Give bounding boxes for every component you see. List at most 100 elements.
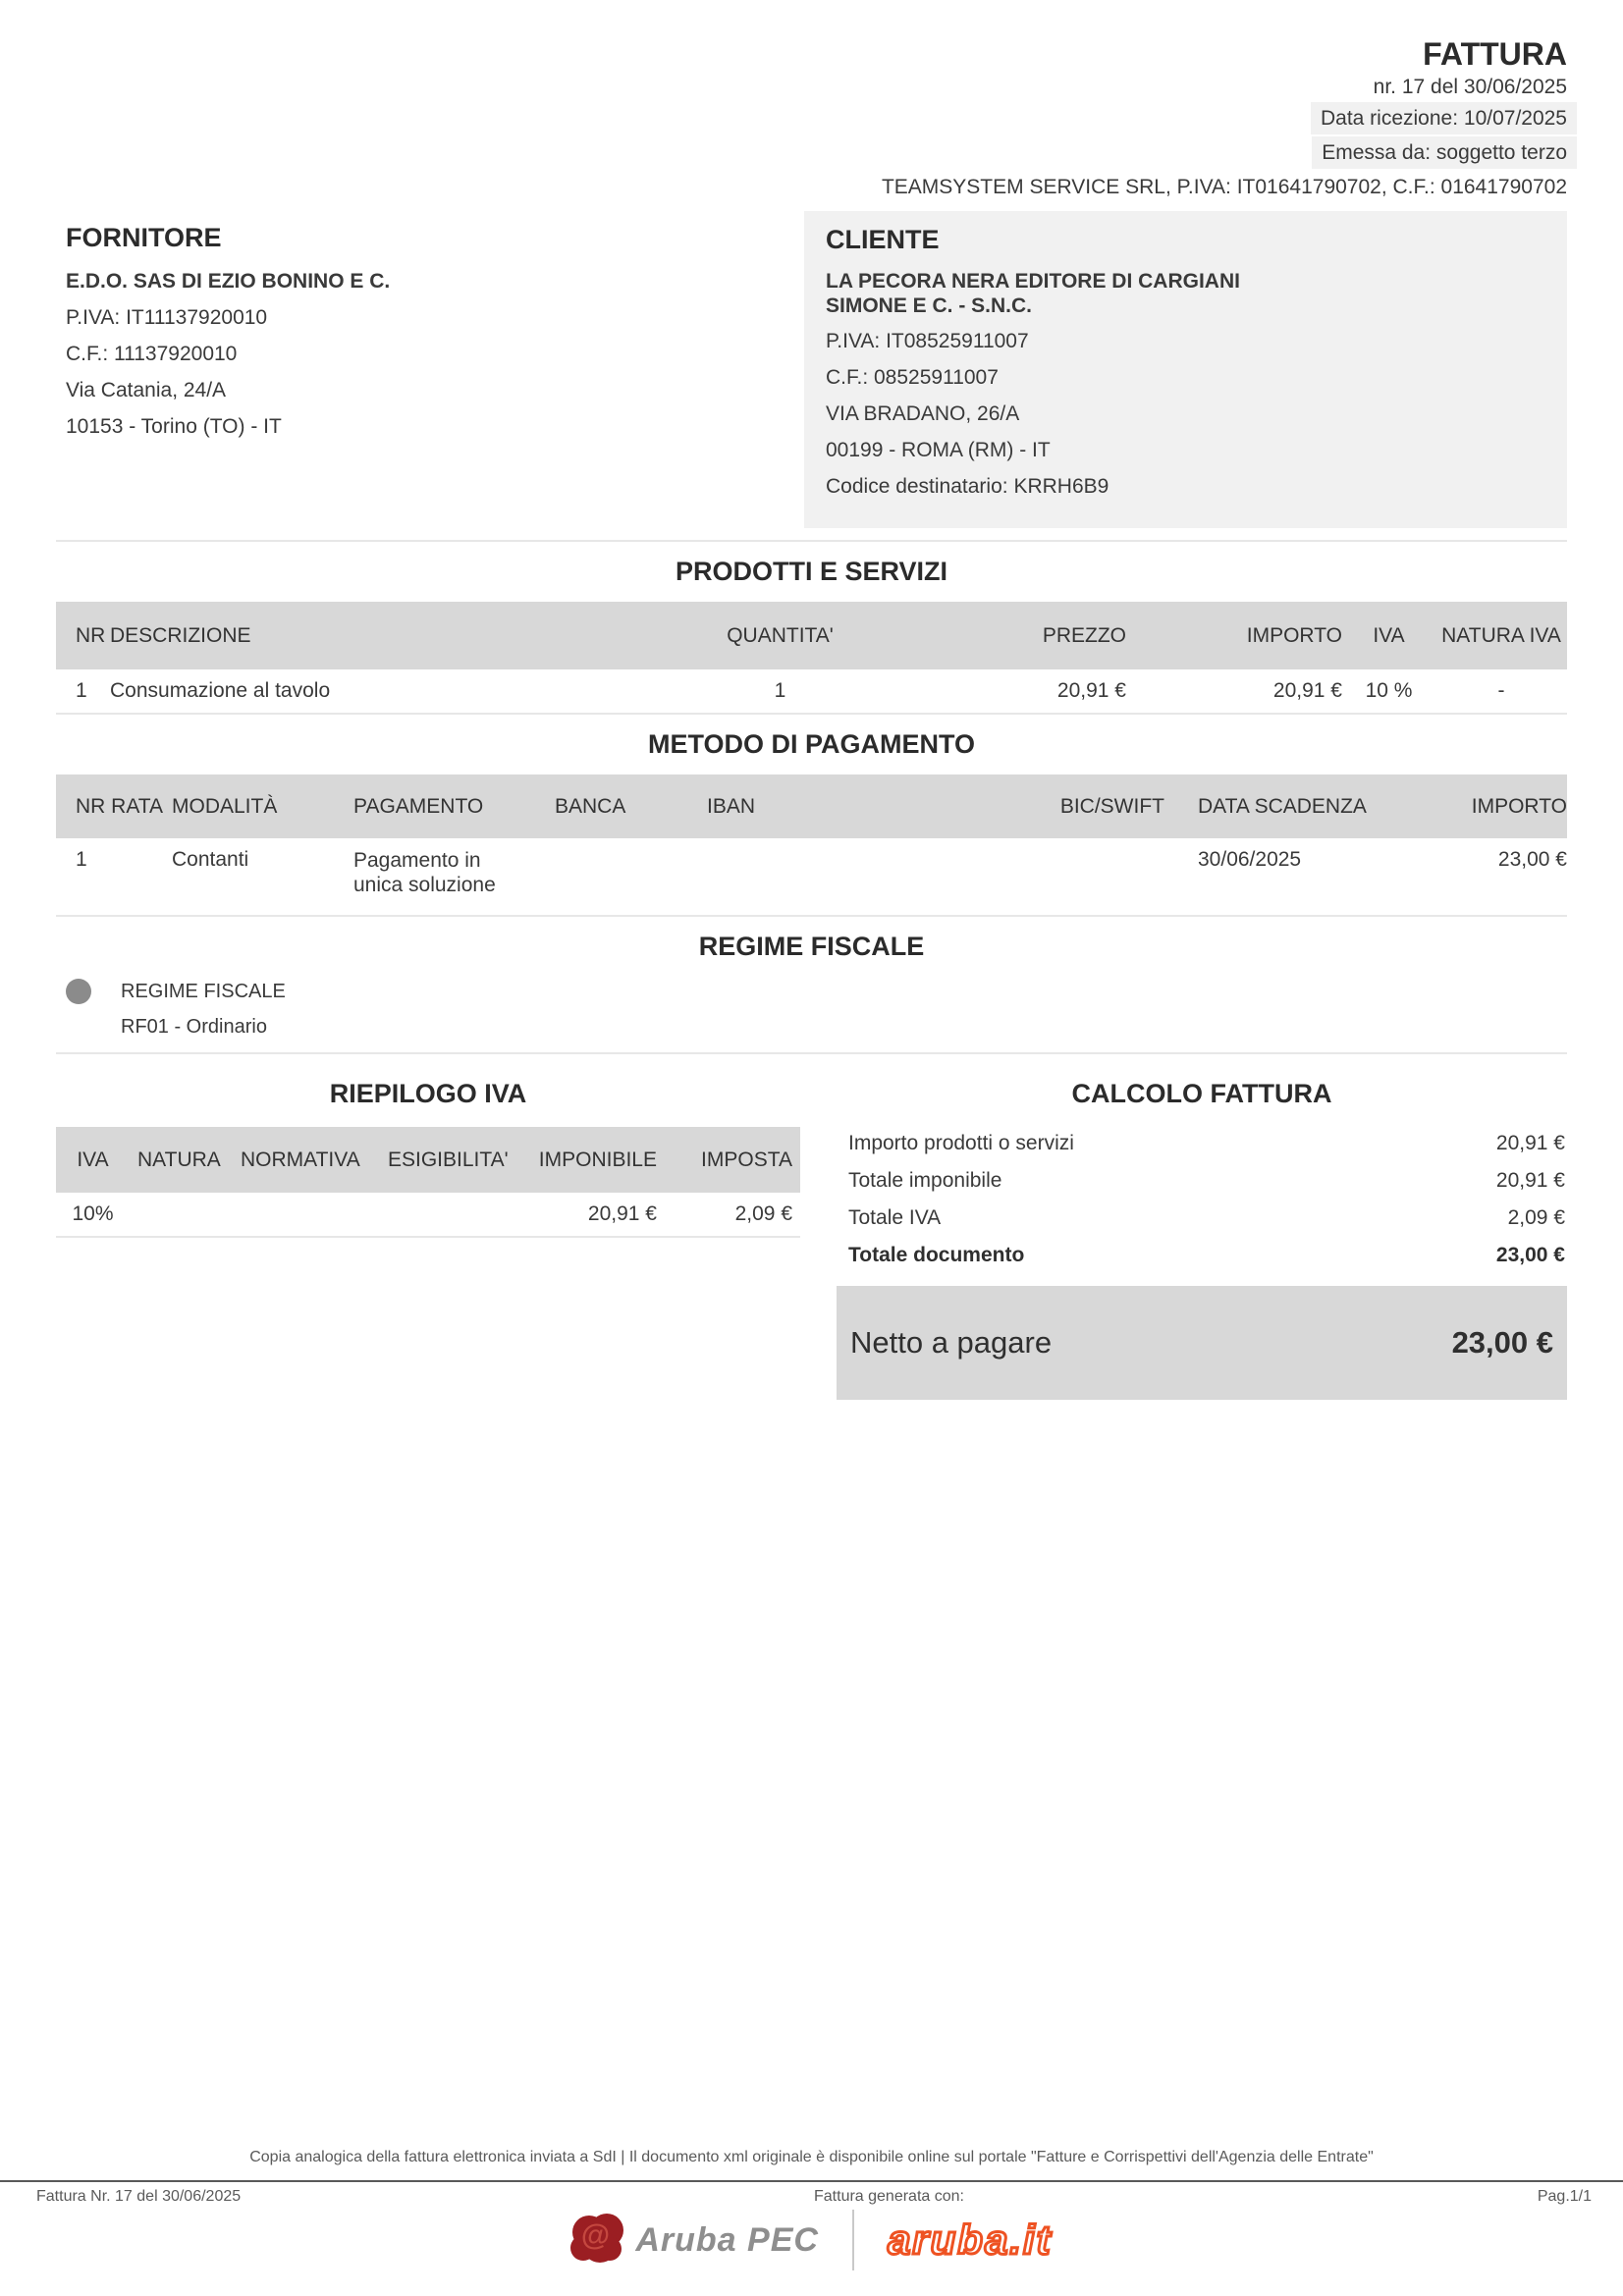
product-descrizione: Consumazione al tavolo bbox=[110, 679, 331, 702]
payment-table-header: NR RATA MODALITÀ PAGAMENTO BANCA IBAN BI… bbox=[56, 774, 1567, 838]
products-header-descrizione: DESCRIZIONE bbox=[110, 623, 251, 647]
product-natura: - bbox=[1497, 679, 1505, 702]
footer-invoice-ref: Fattura Nr. 17 del 30/06/2025 bbox=[36, 2188, 242, 2205]
invoice-calc-heading: CALCOLO FATTURA bbox=[1071, 1079, 1332, 1108]
payment-modalita: Contanti bbox=[172, 848, 249, 871]
regime-value: RF01 - Ordinario bbox=[121, 1016, 267, 1038]
product-importo: 20,91 € bbox=[1272, 679, 1342, 702]
supplier-name: E.D.O. SAS DI EZIO BONINO E C. bbox=[66, 270, 391, 293]
at-icon: @ bbox=[580, 2219, 610, 2252]
aruba-rose-icon: @ bbox=[570, 2212, 625, 2269]
parties-section: FORNITORE E.D.O. SAS DI EZIO BONINO E C.… bbox=[56, 211, 1567, 528]
calc-row-document-total: Totale documento 23,00 € bbox=[837, 1237, 1567, 1274]
customer-address: VIA BRADANO, 26/A bbox=[826, 402, 1020, 425]
totals-section: RIEPILOGO IVA IVA NATURA NORMATIVA ESIGI… bbox=[56, 1078, 1567, 1400]
products-header-quantita: QUANTITA' bbox=[727, 623, 834, 647]
product-nr: 1 bbox=[76, 679, 87, 702]
aruba-pec-logo-text: Aruba PEC bbox=[635, 2220, 819, 2259]
calc-value: 20,91 € bbox=[1495, 1132, 1565, 1154]
payment-header-importo: IMPORTO bbox=[1471, 794, 1567, 818]
invoice-content: FATTURA nr. 17 del 30/06/2025 Data ricez… bbox=[56, 35, 1577, 1400]
products-header-nr: NR bbox=[76, 623, 106, 647]
page-title: FATTURA bbox=[1423, 36, 1567, 72]
customer-name: LA PECORA NERA EDITORE DI CARGIANI SIMON… bbox=[826, 270, 1240, 317]
customer-block: CLIENTE LA PECORA NERA EDITORE DI CARGIA… bbox=[804, 211, 1567, 528]
divider-regime bbox=[56, 1052, 1567, 1054]
payment-importo: 23,00 € bbox=[1497, 848, 1567, 871]
calc-label: Importo prodotti o servizi bbox=[848, 1132, 1074, 1154]
invoice-calc-rows: Importo prodotti o servizi 20,91 € Total… bbox=[837, 1125, 1567, 1274]
calc-row-vat-total: Totale IVA 2,09 € bbox=[837, 1200, 1567, 1237]
supplier-block: FORNITORE E.D.O. SAS DI EZIO BONINO E C.… bbox=[56, 211, 743, 528]
footer-logos: @ Aruba PEC aruba.it bbox=[0, 2210, 1623, 2270]
products-section-heading: PRODOTTI E SERVIZI bbox=[675, 557, 948, 586]
payment-section-heading: METODO DI PAGAMENTO bbox=[647, 729, 976, 759]
payment-pagamento: Pagamento in unica soluzione bbox=[353, 849, 496, 896]
calc-row-products-amount: Importo prodotti o servizi 20,91 € bbox=[837, 1125, 1567, 1162]
vat-imponibile: 20,91 € bbox=[587, 1202, 657, 1225]
payment-header-banca: BANCA bbox=[555, 794, 626, 818]
reception-date-strip: Data ricezione: 10/07/2025 bbox=[1310, 102, 1577, 134]
products-table-header: NR DESCRIZIONE QUANTITA' PREZZO IMPORTO … bbox=[56, 602, 1567, 669]
customer-piva: P.IVA: IT08525911007 bbox=[826, 330, 1029, 352]
supplier-city: 10153 - Torino (TO) - IT bbox=[66, 415, 282, 438]
bullet-icon bbox=[66, 979, 91, 1004]
products-header-iva: IVA bbox=[1373, 623, 1405, 647]
payment-nr-rata: 1 bbox=[76, 848, 87, 871]
payment-data-scadenza: 30/06/2025 bbox=[1198, 848, 1302, 871]
vat-header-natura: NATURA bbox=[137, 1148, 221, 1171]
document-header: FATTURA nr. 17 del 30/06/2025 Data ricez… bbox=[56, 35, 1577, 201]
table-row: 1 Consumazione al tavolo 1 20,91 € 20,91… bbox=[56, 669, 1567, 715]
customer-city: 00199 - ROMA (RM) - IT bbox=[826, 439, 1051, 461]
vat-header-esigibilita: ESIGIBILITA' bbox=[388, 1148, 509, 1171]
footer-generated-with: Fattura generata con: bbox=[814, 2188, 964, 2205]
regime-row: REGIME FISCALE bbox=[66, 979, 1567, 1004]
vat-header-imposta: IMPOSTA bbox=[701, 1148, 792, 1171]
calc-label: Totale IVA bbox=[848, 1206, 942, 1229]
net-to-pay-label: Netto a pagare bbox=[850, 1325, 1053, 1360]
vat-iva: 10% bbox=[72, 1202, 114, 1225]
products-header-natura: NATURA IVA bbox=[1441, 623, 1561, 647]
vat-table-header: IVA NATURA NORMATIVA ESIGIBILITA' IMPONI… bbox=[56, 1127, 800, 1193]
product-quantita: 1 bbox=[774, 679, 786, 702]
divider-parties bbox=[56, 540, 1567, 542]
vat-header-iva: IVA bbox=[77, 1148, 109, 1171]
customer-heading: CLIENTE bbox=[826, 225, 940, 254]
supplier-piva: P.IVA: IT11137920010 bbox=[66, 306, 268, 329]
intermediary-line: TEAMSYSTEM SERVICE SRL, P.IVA: IT0164179… bbox=[881, 176, 1567, 198]
products-header-importo: IMPORTO bbox=[1246, 623, 1342, 647]
vat-header-normativa: NORMATIVA bbox=[241, 1148, 360, 1171]
supplier-address: Via Catania, 24/A bbox=[66, 379, 227, 401]
table-row: 1 Contanti Pagamento in unica soluzione … bbox=[56, 838, 1567, 917]
invoice-number-line: nr. 17 del 30/06/2025 bbox=[1373, 76, 1567, 98]
supplier-cf: C.F.: 11137920010 bbox=[66, 343, 238, 365]
logo-divider bbox=[851, 2210, 854, 2270]
products-header-prezzo: PREZZO bbox=[1042, 623, 1126, 647]
vat-summary-column: RIEPILOGO IVA IVA NATURA NORMATIVA ESIGI… bbox=[56, 1078, 800, 1400]
regime-block: REGIME FISCALE RF01 - Ordinario bbox=[56, 979, 1567, 1039]
footer-divider bbox=[0, 2180, 1623, 2182]
regime-label: REGIME FISCALE bbox=[121, 980, 286, 1002]
vat-imposta: 2,09 € bbox=[734, 1202, 792, 1225]
vat-header-imponibile: IMPONIBILE bbox=[538, 1148, 657, 1171]
supplier-heading: FORNITORE bbox=[66, 223, 222, 252]
calc-label: Totale imponibile bbox=[848, 1169, 1002, 1192]
issued-by-line: Emessa da: soggetto terzo bbox=[56, 135, 1577, 170]
vat-summary-heading: RIEPILOGO IVA bbox=[329, 1079, 527, 1108]
payment-header-iban: IBAN bbox=[707, 794, 756, 818]
regime-section-heading: REGIME FISCALE bbox=[698, 932, 925, 961]
calc-value: 2,09 € bbox=[1507, 1206, 1565, 1229]
calc-value: 23,00 € bbox=[1495, 1244, 1565, 1266]
calc-row-taxable-total: Totale imponibile 20,91 € bbox=[837, 1162, 1567, 1200]
customer-destination-code: Codice destinatario: KRRH6B9 bbox=[826, 475, 1109, 498]
page-footer: Copia analogica della fattura elettronic… bbox=[0, 2149, 1623, 2270]
calc-value: 20,91 € bbox=[1495, 1169, 1565, 1192]
product-prezzo: 20,91 € bbox=[1056, 679, 1126, 702]
product-iva: 10 % bbox=[1365, 679, 1413, 702]
footer-bar: Fattura Nr. 17 del 30/06/2025 Fattura ge… bbox=[0, 2182, 1623, 2206]
legal-note: Copia analogica della fattura elettronic… bbox=[249, 2149, 1374, 2165]
customer-cf: C.F.: 08525911007 bbox=[826, 366, 999, 389]
issued-by-strip: Emessa da: soggetto terzo bbox=[1312, 136, 1577, 169]
footer-page-number: Pag.1/1 bbox=[1537, 2188, 1592, 2205]
